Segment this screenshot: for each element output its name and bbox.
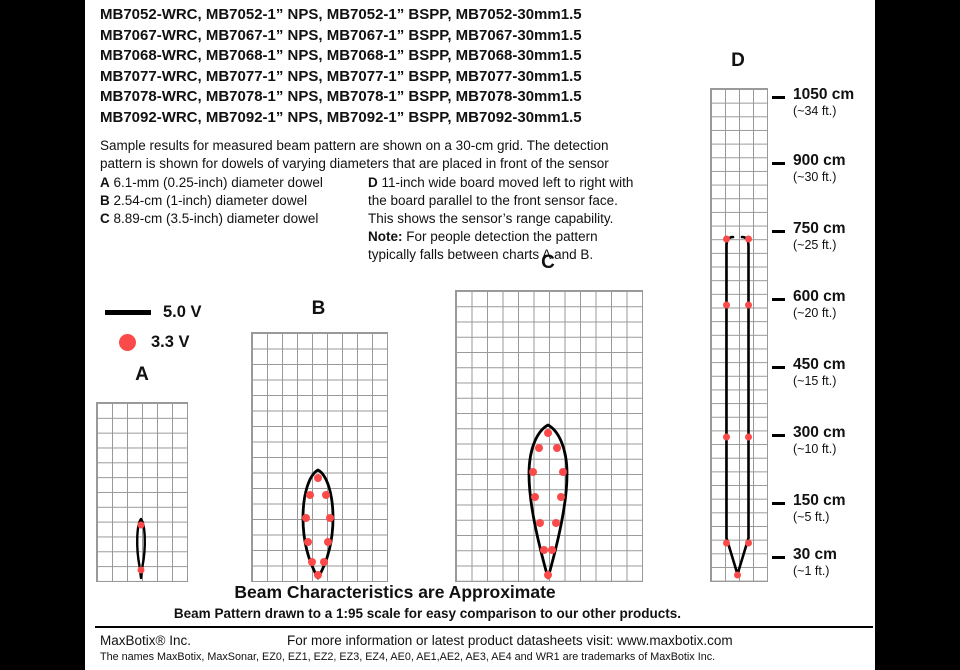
red-dot-icon [119, 334, 136, 351]
scale-tick-600: 600 cm (~20 ft.) [772, 288, 846, 321]
board-line: This shows the sensor’s range capability… [368, 211, 614, 226]
trademark-notice: The names MaxBotix, MaxSonar, EZ0, EZ1, … [100, 651, 716, 663]
legend-3v-row: 3.3 V [105, 333, 202, 352]
model-line: MB7077-WRC, MB7077-1” NPS, MB7077-1” BSP… [100, 67, 582, 85]
board-line: the board parallel to the front sensor f… [368, 193, 618, 208]
scale-notice: Beam Pattern drawn to a 1:95 scale for e… [173, 606, 682, 621]
dowel-item: B 2.54-cm (1-inch) diameter dowel [100, 193, 308, 208]
footer-divider [95, 626, 873, 628]
board-description: D 11-inch wide board moved left to right… [368, 174, 633, 264]
model-line: MB7092-WRC, MB7092-1” NPS, MB7092-1” BSP… [100, 108, 582, 126]
website-notice: For more information or latest product d… [287, 633, 733, 648]
dowel-list: A 6.1-mm (0.25-inch) diameter dowel B 2.… [100, 174, 323, 228]
scale-tick-150: 150 cm (~5 ft.) [772, 492, 846, 525]
description-line: pattern is shown for dowels of varying d… [100, 156, 609, 171]
tick-dash-icon [772, 298, 785, 301]
scale-tick-450: 450 cm (~15 ft.) [772, 356, 846, 389]
scale-tick-900: 900 cm (~30 ft.) [772, 152, 846, 185]
board-line: D 11-inch wide board moved left to right… [368, 175, 634, 190]
scale-tick-300: 300 cm (~10 ft.) [772, 424, 846, 457]
company-name: MaxBotix® Inc. [100, 633, 191, 648]
scale-tick-1050: 1050 cm (~34 ft.) [772, 86, 854, 119]
note-line: typically falls between charts A and B. [368, 247, 594, 262]
model-line: MB7067-WRC, MB7067-1” NPS, MB7067-1” BSP… [100, 26, 582, 44]
tick-dash-icon [772, 366, 785, 369]
dowel-item: A 6.1-mm (0.25-inch) diameter dowel [100, 175, 323, 190]
description-paragraph: Sample results for measured beam pattern… [100, 137, 609, 173]
grid-chart-c [455, 290, 643, 582]
legend-5v-row: 5.0 V [105, 303, 202, 322]
tick-dash-icon [772, 434, 785, 437]
model-line: MB7078-WRC, MB7078-1” NPS, MB7078-1” BSP… [100, 88, 582, 105]
tick-dash-icon [772, 230, 785, 233]
scale-tick-30: 30 cm (~1 ft.) [772, 546, 837, 579]
tick-dash-icon [772, 556, 785, 559]
chart-d-label: D [731, 50, 745, 71]
grid-chart-b [251, 332, 388, 582]
model-line: MB7052-WRC, MB7052-1” NPS, MB7052-1” BSP… [100, 6, 582, 23]
grid-chart-a [96, 402, 188, 582]
tick-dash-icon [772, 502, 785, 505]
legend-3v-label: 3.3 V [151, 333, 190, 351]
chart-a-label: A [135, 364, 149, 385]
chart-b-label: B [311, 298, 326, 319]
approximate-notice: Beam Characteristics are Approximate [234, 582, 556, 602]
tick-dash-icon [772, 96, 785, 99]
legend-5v-label: 5.0 V [163, 303, 202, 321]
model-line: MB7068-WRC, MB7068-1” NPS, MB7068-1” BSP… [100, 47, 582, 64]
dowel-item: C 8.89-cm (3.5-inch) diameter dowel [100, 211, 319, 226]
grid-chart-d [710, 88, 768, 582]
model-number-header: MB7052-WRC, MB7052-1” NPS, MB7052-1” BSP… [100, 5, 582, 128]
tick-dash-icon [772, 162, 785, 165]
note-line: Note: For people detection the pattern [368, 229, 598, 244]
chart-c-label: C [541, 252, 555, 273]
scale-tick-750: 750 cm (~25 ft.) [772, 220, 846, 253]
description-line: Sample results for measured beam pattern… [100, 138, 609, 153]
voltage-legend: 5.0 V 3.3 V [105, 303, 202, 363]
black-line-icon [105, 310, 151, 315]
